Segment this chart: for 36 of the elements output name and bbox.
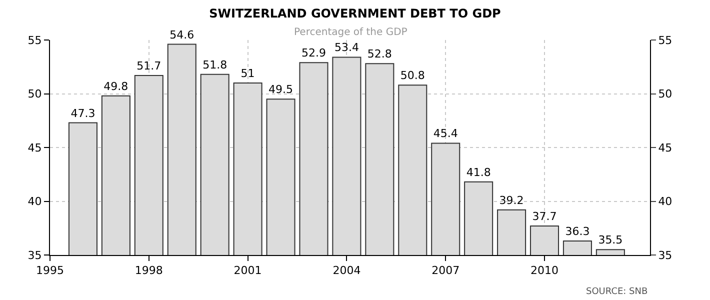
data-label: 51.8 bbox=[202, 58, 228, 72]
y2-tick-label: 40 bbox=[658, 195, 672, 208]
data-label: 53.4 bbox=[334, 41, 359, 54]
y-tick-label: 40 bbox=[28, 195, 42, 208]
y-tick-label: 35 bbox=[28, 248, 42, 262]
chart-subtitle: Percentage of the GDP bbox=[294, 27, 408, 38]
data-label: 52.9 bbox=[301, 46, 326, 60]
x-tick-label: 2007 bbox=[432, 264, 460, 278]
data-label: 37.7 bbox=[532, 210, 557, 223]
data-label: 54.6 bbox=[170, 28, 194, 42]
data-label: 51 bbox=[240, 67, 255, 80]
data-label: 35.5 bbox=[598, 234, 623, 247]
data-label: 51.7 bbox=[136, 59, 162, 72]
y2-tick-label: 50 bbox=[658, 88, 672, 101]
x-tick-label: 1998 bbox=[134, 264, 163, 278]
data-label: 49.5 bbox=[268, 83, 294, 96]
data-label: 39.2 bbox=[499, 194, 524, 207]
y-tick-label: 55 bbox=[28, 34, 42, 47]
data-label: 45.4 bbox=[433, 127, 458, 140]
source-note: SOURCE: SNB bbox=[586, 287, 648, 297]
chart-title: SWITZERLAND GOVERNMENT DEBT TO GDP bbox=[209, 6, 502, 20]
data-label: 50.8 bbox=[400, 69, 425, 82]
y2-tick-label: 45 bbox=[658, 141, 672, 154]
y2-tick-label: 55 bbox=[658, 34, 672, 47]
data-label: 41.8 bbox=[466, 166, 491, 179]
data-label: 36.3 bbox=[565, 225, 590, 238]
x-tick-label: 2010 bbox=[530, 264, 559, 278]
data-label: 52.8 bbox=[367, 48, 392, 61]
data-label: 49.8 bbox=[104, 80, 128, 93]
data-label: 47.3 bbox=[70, 106, 96, 120]
x-tick-label: 2001 bbox=[234, 264, 262, 278]
x-tick-label: 1995 bbox=[36, 264, 64, 278]
y-tick-label: 45 bbox=[28, 141, 42, 154]
y2-tick-label: 35 bbox=[658, 248, 672, 262]
x-tick-label: 2004 bbox=[332, 264, 361, 278]
y-tick-label: 50 bbox=[28, 88, 42, 101]
